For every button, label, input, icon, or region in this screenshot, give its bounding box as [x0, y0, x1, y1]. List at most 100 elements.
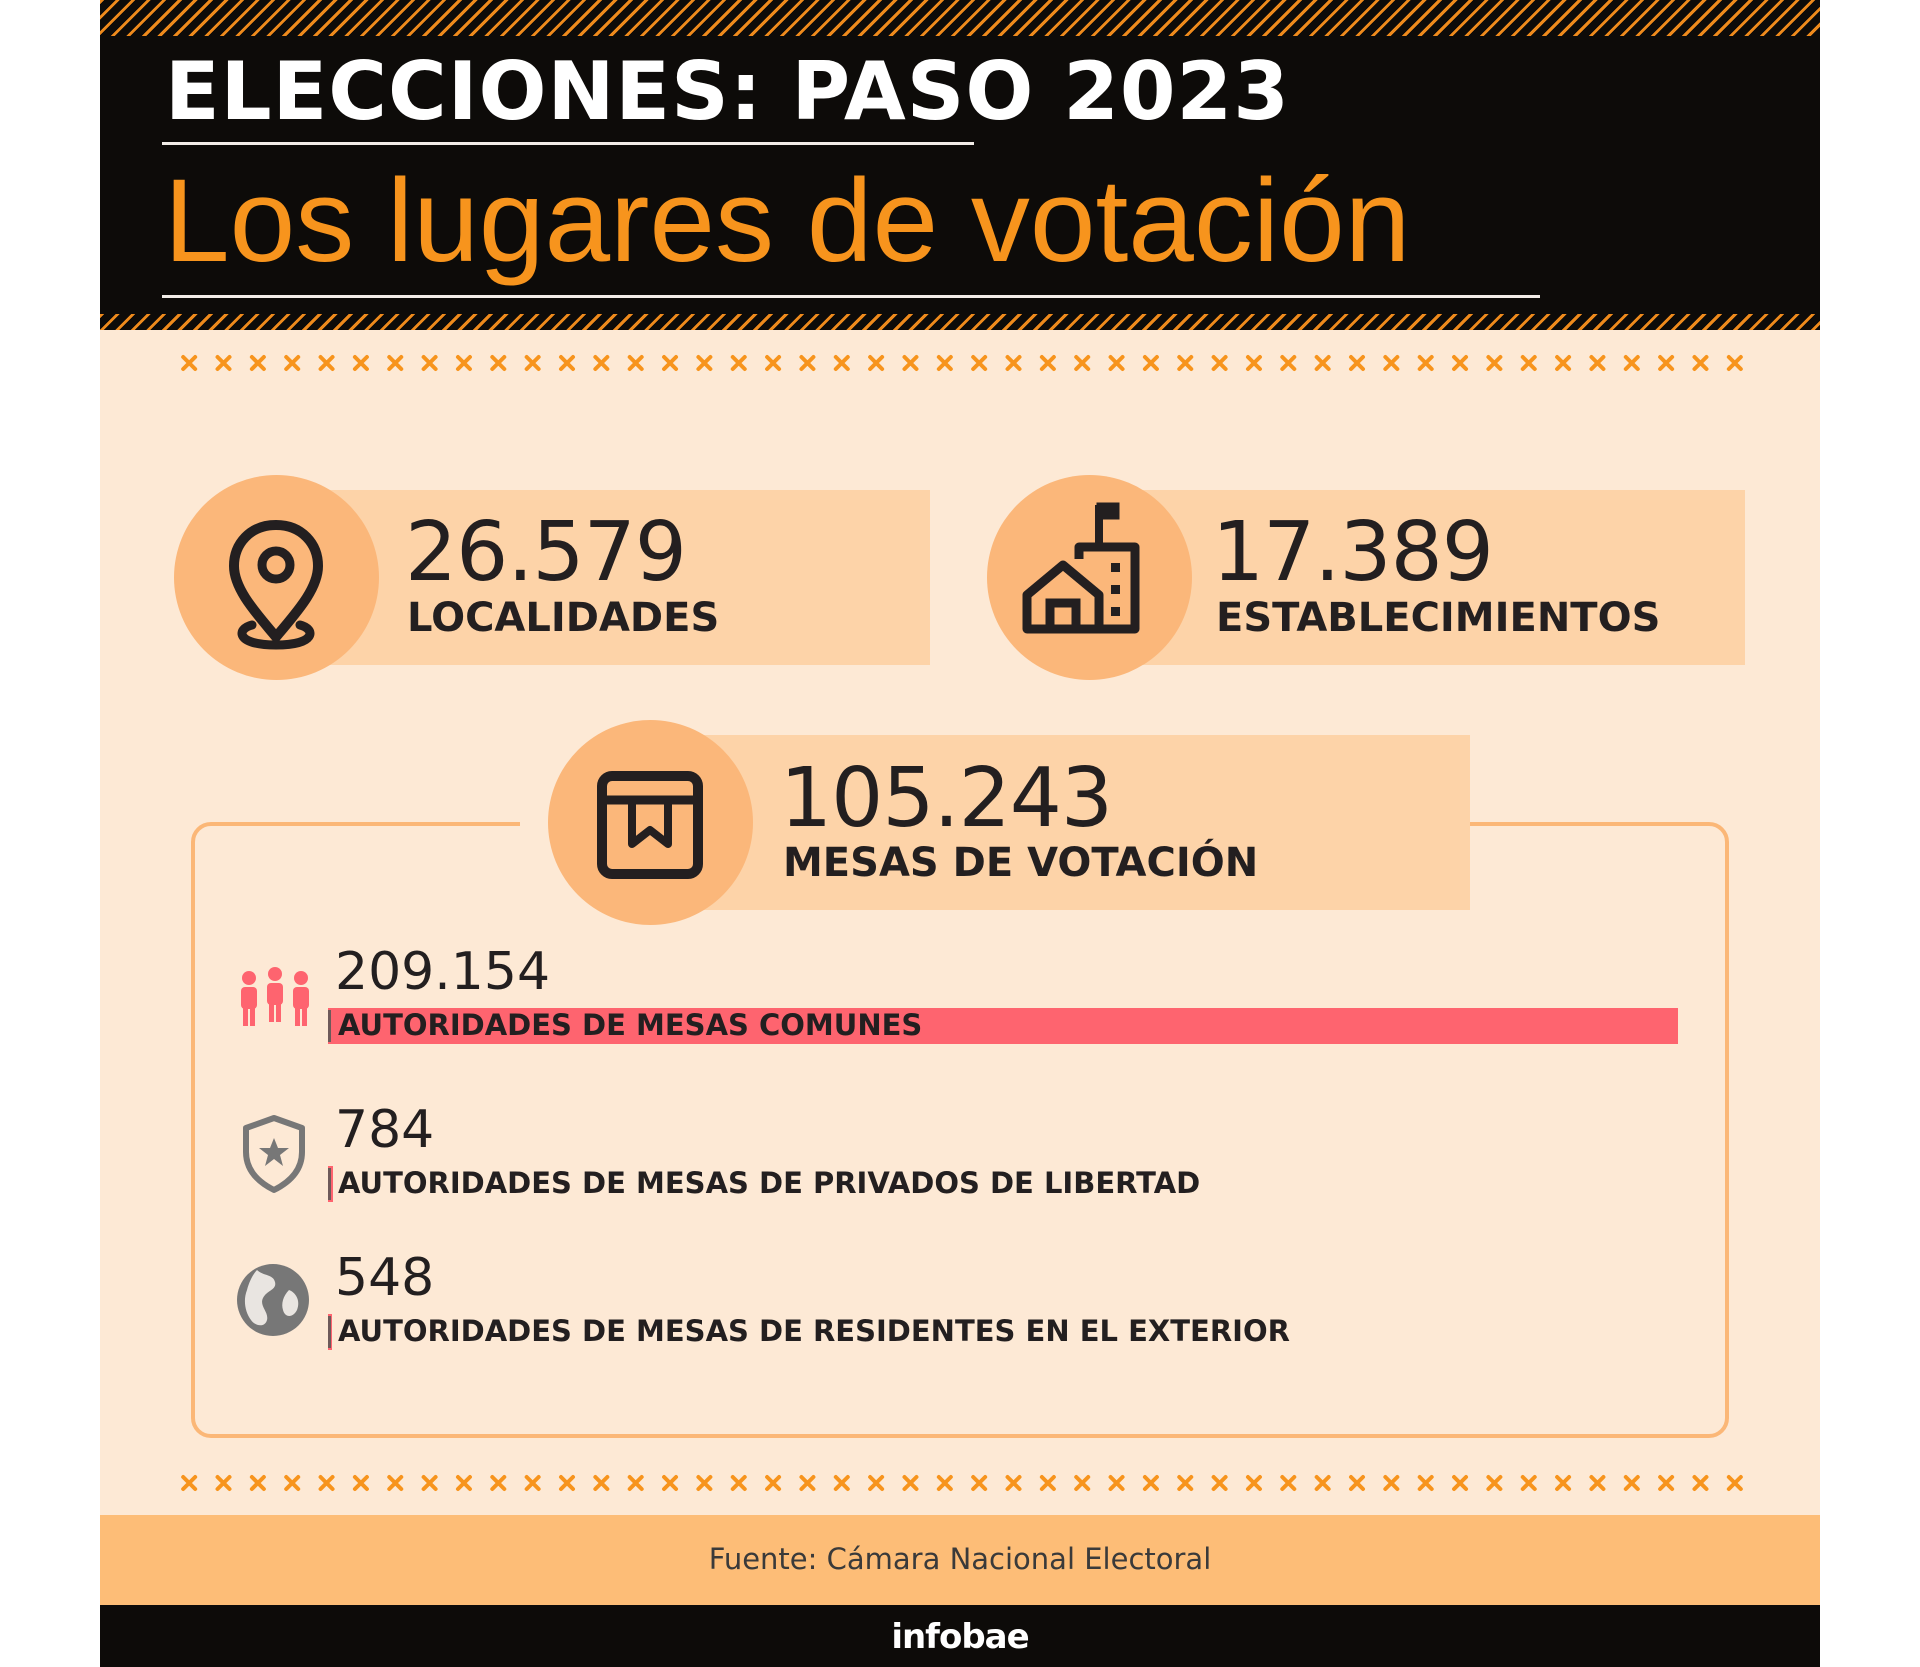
stat-icon-circle — [548, 720, 753, 925]
x-mark — [1658, 355, 1675, 371]
x-mark — [215, 355, 232, 371]
x-mark — [833, 355, 850, 371]
header-hatch-bottom — [100, 314, 1820, 330]
x-mark — [387, 1475, 404, 1491]
x-mark — [696, 1475, 713, 1491]
x-mark — [902, 355, 919, 371]
shield-star-icon — [243, 1115, 305, 1193]
authority-value: 784 — [335, 1100, 435, 1160]
x-mark — [1452, 1475, 1469, 1491]
people-icon — [241, 967, 309, 1026]
x-mark — [181, 355, 198, 371]
x-mark — [559, 1475, 575, 1491]
x-mark — [1623, 1475, 1640, 1491]
x-mark — [1280, 355, 1297, 371]
x-mark — [627, 1475, 644, 1491]
x-mark — [1177, 355, 1194, 371]
x-mark — [1142, 1475, 1159, 1491]
x-mark — [593, 1475, 610, 1491]
x-mark — [696, 355, 713, 371]
authority-label: AUTORIDADES DE MESAS DE PRIVADOS DE LIBE… — [338, 1166, 1201, 1200]
x-mark — [799, 1475, 816, 1491]
x-mark — [1589, 1475, 1606, 1491]
authority-value: 209.154 — [335, 942, 551, 1002]
x-mark — [1349, 355, 1365, 371]
x-mark — [799, 355, 816, 371]
x-mark — [1108, 355, 1125, 371]
x-mark — [524, 1475, 541, 1491]
x-mark — [284, 1475, 301, 1491]
x-mark — [1692, 355, 1709, 371]
x-mark — [387, 355, 404, 371]
x-mark — [1486, 355, 1503, 371]
x-mark — [1142, 355, 1159, 371]
x-mark — [593, 355, 610, 371]
x-mark — [318, 355, 335, 371]
kicker-title: ELECCIONES: PASO 2023 — [165, 45, 1290, 138]
x-mark — [1623, 355, 1640, 371]
stat-label: MESAS DE VOTACIÓN — [783, 840, 1259, 886]
x-mark — [1005, 355, 1022, 371]
stat-value: 105.243 — [780, 751, 1113, 846]
authority-bar-fill — [328, 1008, 1678, 1044]
stat-label: ESTABLECIMIENTOS — [1216, 595, 1661, 641]
x-mark — [1245, 1475, 1262, 1491]
ballot-box-icon — [597, 771, 703, 879]
x-mark — [1589, 355, 1606, 371]
x-mark — [1658, 1475, 1675, 1491]
x-mark — [971, 355, 988, 371]
x-mark — [1726, 1475, 1743, 1491]
x-mark — [1039, 1475, 1056, 1491]
authority-bar: AUTORIDADES DE MESAS DE RESIDENTES EN EL… — [328, 1314, 1686, 1350]
x-mark — [1520, 355, 1537, 371]
stat-value: 17.389 — [1212, 505, 1494, 600]
header-hatch-top — [100, 0, 1820, 36]
authority-label: AUTORIDADES DE MESAS COMUNES — [338, 1008, 923, 1042]
x-mark — [1349, 1475, 1365, 1491]
x-mark — [181, 1475, 198, 1491]
x-mark — [421, 1475, 438, 1491]
x-mark — [1383, 1475, 1400, 1491]
x-mark — [490, 355, 507, 371]
x-mark — [971, 1475, 988, 1491]
location-pin-icon — [229, 520, 323, 650]
x-mark — [1692, 1475, 1709, 1491]
x-mark — [936, 1475, 953, 1491]
x-mark — [1555, 1475, 1572, 1491]
page-title: Los lugares de votación — [164, 155, 1411, 287]
x-mark — [1520, 1475, 1537, 1491]
x-mark — [215, 1475, 232, 1491]
x-mark — [1314, 355, 1331, 371]
x-mark — [1383, 355, 1400, 371]
source-note: Fuente: Cámara Nacional Electoral — [708, 1542, 1212, 1576]
buildings-icon — [1022, 502, 1140, 634]
x-mark — [421, 355, 438, 371]
x-mark — [455, 355, 472, 371]
authority-bar: AUTORIDADES DE MESAS DE PRIVADOS DE LIBE… — [328, 1166, 1686, 1202]
bar-tick — [328, 1168, 331, 1200]
authority-bar: AUTORIDADES DE MESAS COMUNES — [328, 1008, 1686, 1044]
stat-band — [325, 490, 930, 665]
footer: Fuente: Cámara Nacional Electoral — [100, 1515, 1820, 1605]
authority-value: 548 — [335, 1248, 435, 1308]
x-mark — [1486, 1475, 1503, 1491]
x-mark — [868, 1475, 885, 1491]
bar-tick — [328, 1010, 331, 1042]
header: ELECCIONES: PASO 2023 Los lugares de vot… — [100, 0, 1820, 330]
x-mark — [1314, 1475, 1331, 1491]
x-mark — [765, 1475, 782, 1491]
x-mark — [662, 1475, 679, 1491]
header-divider — [162, 142, 974, 145]
x-mark — [1417, 355, 1434, 371]
x-mark — [1177, 1475, 1194, 1491]
header-divider — [162, 295, 1540, 298]
x-mark — [284, 355, 301, 371]
x-mark — [833, 1475, 850, 1491]
x-mark — [902, 1475, 919, 1491]
x-mark — [868, 355, 885, 371]
brand-bar: infobae — [100, 1605, 1820, 1667]
x-mark — [1245, 355, 1262, 371]
stat-icon-circle — [987, 475, 1192, 680]
globe-icon — [237, 1264, 309, 1336]
x-mark — [318, 1475, 335, 1491]
